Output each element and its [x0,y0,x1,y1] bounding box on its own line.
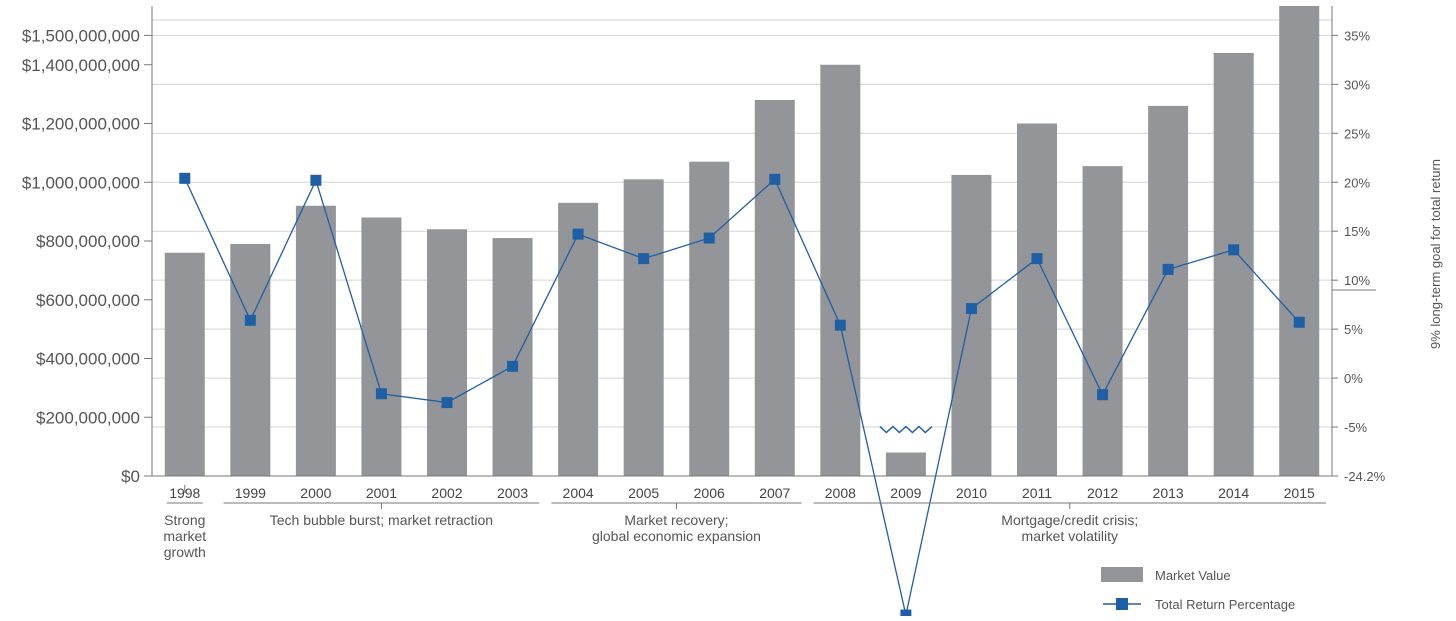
right-tick-label: 0% [1344,371,1363,386]
return-line-layer [179,172,1305,621]
right-axis-title: 9% long-term goal for total return [1428,159,1443,349]
legend-label-total-return: Total Return Percentage [1155,597,1295,612]
left-tick-label: $1,200,000,000 [22,115,140,134]
bar-2011 [1017,123,1057,476]
left-tick-label: $1,000,000,000 [22,173,140,192]
return-marker-2006 [703,232,715,244]
return-marker-2015 [1293,316,1305,328]
bar-2012 [1082,166,1123,476]
legend: Market Value Total Return Percentage [1101,567,1295,612]
return-marker-2014 [1228,244,1240,256]
x-tick-label-2013: 2013 [1153,485,1184,501]
x-tick-label-2007: 2007 [759,485,790,501]
left-tick-label: $400,000,000 [36,350,140,369]
return-marker-2001 [375,388,387,400]
legend-label-market-value: Market Value [1155,568,1231,583]
bar-1998 [164,252,205,476]
x-tick-label-2012: 2012 [1087,485,1118,501]
left-tick-label: $800,000,000 [36,232,140,251]
return-marker-2013 [1162,263,1174,275]
period-label: market [163,528,206,544]
right-tick-label: 20% [1344,175,1370,190]
axis-break-zigzag [879,425,933,434]
bar-2005 [623,179,664,476]
right-tick-label: 35% [1344,28,1370,43]
bar-2006 [689,161,730,476]
bars-layer [164,6,1320,476]
period-label: Tech bubble burst; market retraction [270,512,493,528]
left-tick-label: $200,000,000 [36,408,140,427]
labels-layer: $0 $200,000,000 $400,000,000 $600,000,000 $8… [22,26,1443,501]
return-marker-2011 [1031,253,1043,265]
gridlines [152,19,1332,428]
period-label: market volatility [1022,528,1118,544]
return-marker-2005 [638,253,650,265]
return-marker-2010 [965,303,977,315]
x-tick-label-2010: 2010 [956,485,987,501]
legend-swatch-market-value [1101,567,1143,582]
return-marker-2004 [572,228,584,240]
period-label: global economic expansion [592,528,761,544]
x-tick-label-2001: 2001 [366,485,397,501]
left-tick-label: $1,400,000,000 [22,56,140,75]
axes-layer [144,6,1376,477]
x-tick-label-2004: 2004 [563,485,594,501]
period-label: Mortgage/credit crisis; [1001,512,1138,528]
x-tick-label-2014: 2014 [1218,485,1249,501]
bar-1999 [230,243,271,476]
x-tick-label-2008: 2008 [825,485,856,501]
bar-2000 [295,205,336,476]
bar-2003 [492,238,533,476]
bar-2007 [754,100,795,476]
bar-2009 [885,452,926,476]
left-tick-label: $1,500,000,000 [22,26,140,45]
bar-2001 [361,217,402,476]
axis-break-gap [883,424,928,435]
x-tick-label-2009: 2009 [890,485,921,501]
right-tick-label: 25% [1344,126,1370,141]
x-tick-label-2006: 2006 [694,485,725,501]
right-tick-label: -24.2% [1344,469,1386,484]
right-tick-label: 10% [1344,273,1370,288]
bar-2002 [427,229,467,476]
period-label: Market recovery; [624,512,728,528]
x-tick-label-2002: 2002 [431,485,462,501]
return-marker-2002 [441,397,453,409]
right-tick-label: 15% [1344,224,1370,239]
period-label: Strong [164,512,205,528]
bar-2015 [1279,6,1320,476]
bar-2013 [1148,105,1189,476]
x-tick-label-2005: 2005 [628,485,659,501]
left-tick-label: $0 [121,467,140,486]
x-tick-label-2000: 2000 [300,485,331,501]
x-tick-label-2015: 2015 [1284,485,1315,501]
return-marker-1999 [244,314,256,326]
left-tick-label: $600,000,000 [36,291,140,310]
return-marker-2008 [834,319,846,331]
return-marker-1998 [179,172,191,184]
bar-2008 [820,64,861,476]
x-tick-label-2003: 2003 [497,485,528,501]
x-tick-label-1999: 1999 [235,485,266,501]
return-marker-2012 [1097,389,1109,401]
right-tick-label: -5% [1344,420,1368,435]
bar-2004 [558,202,599,476]
legend-marker-total-return [1116,598,1128,610]
total-return-line [184,178,1300,616]
right-tick-label: 5% [1344,322,1363,337]
period-label: growth [164,544,206,560]
right-tick-label: 30% [1344,77,1370,92]
x-tick-label-2011: 2011 [1022,485,1052,501]
return-marker-2009 [900,609,912,621]
return-marker-2003 [507,360,519,372]
return-marker-2007 [769,173,781,185]
return-marker-2000 [310,174,322,186]
bar-2010 [951,174,992,476]
